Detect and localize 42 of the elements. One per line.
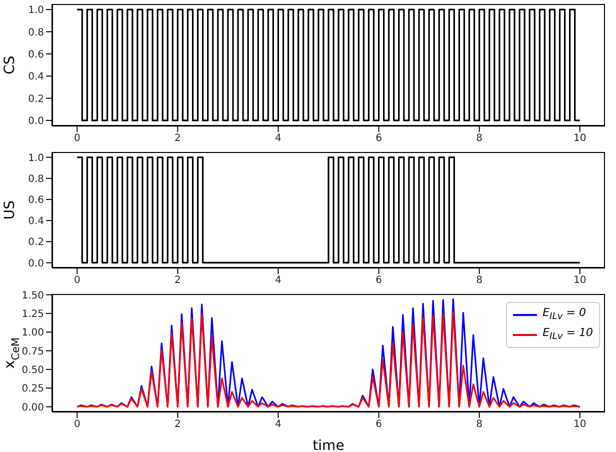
y-tick-label: 0.50 bbox=[22, 364, 44, 376]
x-tick-label: 0 bbox=[74, 275, 80, 286]
y-tick-label: 1.50 bbox=[22, 290, 44, 302]
y-tick-label: 0.4 bbox=[28, 72, 44, 83]
y-axis-title: CS bbox=[2, 56, 18, 74]
y-tick-label: 1.25 bbox=[22, 308, 44, 320]
x-tick-label: 0 bbox=[74, 133, 80, 144]
x-tick-label: 4 bbox=[275, 419, 282, 430]
x-tick-label: 2 bbox=[174, 133, 181, 144]
x-tick-label: 4 bbox=[275, 275, 282, 286]
x-tick-label: 10 bbox=[573, 275, 586, 286]
x-tick-label: 8 bbox=[476, 133, 483, 144]
y-axis-title: US bbox=[2, 200, 18, 220]
legend-label: E$_{ILv}$ = 0 bbox=[542, 305, 586, 324]
x-tick-label: 8 bbox=[476, 419, 483, 430]
x-axis-title: time bbox=[312, 438, 344, 452]
y-tick-label: 0.2 bbox=[28, 237, 44, 248]
y-tick-label: 0.4 bbox=[28, 216, 44, 228]
x-tick-label: 6 bbox=[376, 133, 382, 144]
x-tick-label: 4 bbox=[275, 133, 282, 144]
legend-label: E$_{ILv}$ = 10 bbox=[542, 325, 593, 344]
x-tick-label: 6 bbox=[376, 419, 382, 430]
y-tick-label: 0.2 bbox=[28, 94, 44, 105]
y-tick-label: 0.8 bbox=[28, 174, 44, 185]
x-tick-label: 10 bbox=[573, 133, 586, 144]
y-tick-label: 0.25 bbox=[22, 384, 44, 395]
x-tick-label: 10 bbox=[573, 419, 586, 430]
y-tick-label: 0.0 bbox=[28, 258, 44, 270]
y-tick-label: 1.0 bbox=[28, 5, 44, 16]
y-tick-label: 0.00 bbox=[22, 402, 44, 414]
y-tick-label: 1.00 bbox=[22, 328, 44, 339]
x-tick-label: 8 bbox=[476, 275, 483, 286]
y-tick-label: 0.6 bbox=[28, 49, 44, 60]
x-tick-label: 0 bbox=[74, 419, 80, 430]
x-tick-label: 2 bbox=[174, 419, 181, 430]
x-tick-label: 6 bbox=[376, 275, 382, 286]
y-tick-label: 0.75 bbox=[22, 346, 44, 358]
y-tick-label: 0.8 bbox=[28, 27, 44, 38]
y-tick-label: 0.6 bbox=[28, 195, 44, 206]
y-tick-label: 1.0 bbox=[28, 152, 44, 164]
x-tick-label: 2 bbox=[174, 275, 181, 286]
y-tick-label: 0.0 bbox=[28, 116, 44, 128]
